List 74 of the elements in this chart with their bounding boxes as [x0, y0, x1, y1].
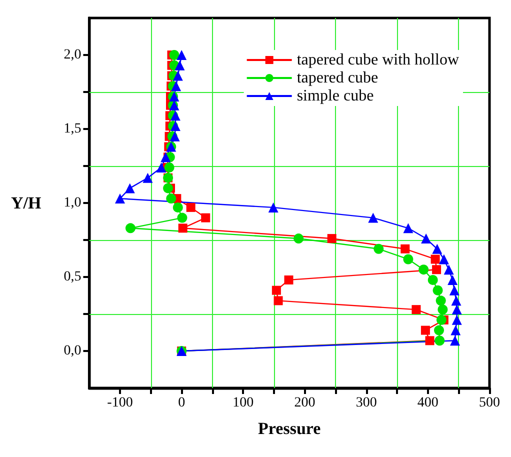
point [452, 314, 462, 325]
point [412, 305, 421, 314]
point [418, 264, 429, 275]
point [451, 296, 462, 306]
point [174, 60, 185, 70]
point [274, 296, 283, 306]
point [428, 274, 438, 285]
point [430, 254, 440, 264]
point [374, 244, 384, 254]
y-tick-label: 1,5 [64, 122, 82, 136]
y-tick-label: 2,0 [64, 48, 82, 62]
point [294, 234, 304, 244]
point [169, 50, 180, 60]
point [425, 336, 434, 346]
point [171, 81, 182, 92]
point [201, 213, 210, 222]
point [448, 274, 458, 285]
point [124, 183, 135, 194]
point [163, 183, 174, 194]
point [438, 254, 449, 264]
point [432, 244, 442, 254]
point [170, 131, 180, 142]
point [432, 265, 442, 274]
point [142, 172, 153, 183]
y-axis-title: Y/H [10, 194, 42, 212]
x-tick-label: 500 [479, 396, 500, 410]
y-tick-label: 0,0 [64, 344, 82, 358]
x-tick-label: 100 [232, 396, 254, 410]
point [268, 202, 278, 212]
point [272, 286, 281, 295]
point [170, 121, 180, 132]
point [327, 234, 336, 244]
point [452, 304, 462, 315]
point [420, 326, 430, 335]
legend-label: simple cube [296, 88, 374, 104]
point [156, 162, 166, 172]
legend-label: tapered cube [296, 70, 378, 86]
x-tick-label: -100 [107, 396, 133, 410]
point [368, 212, 378, 223]
x-tick-label: 300 [356, 396, 377, 410]
point [164, 162, 174, 172]
point [436, 296, 446, 306]
point [170, 110, 180, 121]
point [186, 202, 196, 212]
point [436, 314, 446, 325]
point [178, 224, 188, 233]
point [450, 336, 460, 346]
point [432, 285, 443, 296]
y-tick-label: 0,5 [64, 270, 82, 284]
point [434, 325, 444, 336]
x-tick-label: 200 [294, 396, 316, 410]
point [166, 194, 176, 204]
legend-label: tapered cube with hollow [296, 52, 460, 68]
point [284, 275, 294, 284]
point [444, 264, 454, 275]
point [177, 212, 188, 223]
point [176, 50, 187, 60]
x-tick-label: 400 [417, 396, 438, 410]
point [450, 325, 461, 336]
point [115, 194, 126, 204]
point [172, 70, 183, 81]
point [449, 285, 460, 296]
point [172, 202, 183, 212]
point [125, 223, 136, 234]
x-axis-title: Pressure [258, 419, 322, 438]
y-tick-label: 1,0 [64, 196, 82, 210]
point [160, 152, 171, 162]
x-tick-label: 0 [178, 396, 186, 410]
point [434, 336, 445, 346]
point [421, 234, 432, 244]
point [403, 223, 414, 234]
point [438, 304, 448, 315]
point [403, 254, 414, 264]
point [400, 244, 410, 254]
